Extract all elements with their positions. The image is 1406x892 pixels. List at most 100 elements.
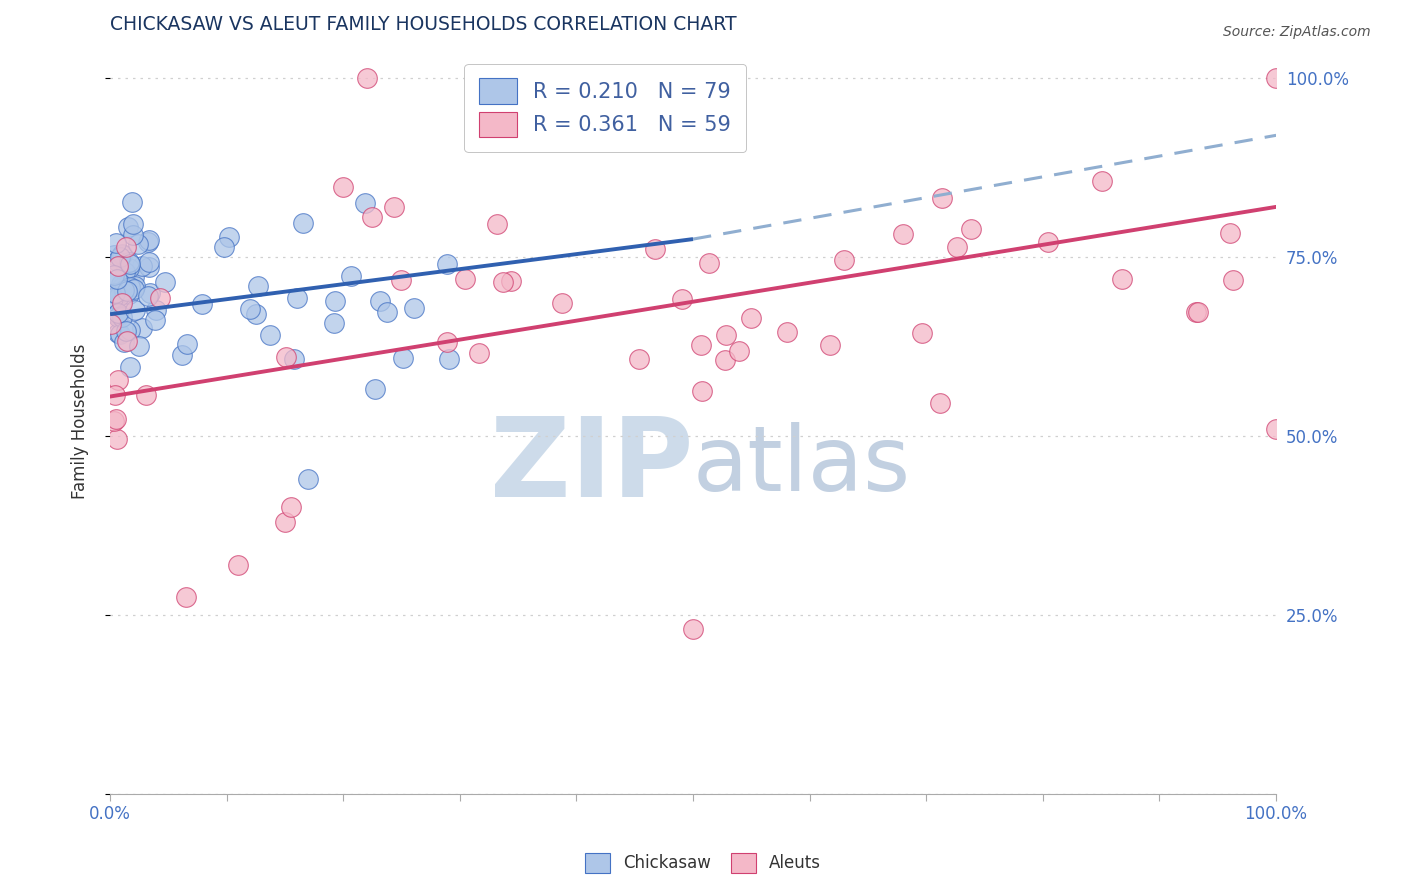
Point bbox=[115, 240, 138, 254]
Point bbox=[115, 334, 138, 349]
Point bbox=[111, 247, 134, 261]
Point bbox=[499, 274, 522, 288]
Point bbox=[149, 291, 172, 305]
Point bbox=[131, 259, 153, 273]
Point bbox=[124, 302, 146, 317]
Point bbox=[1265, 71, 1288, 86]
Point bbox=[436, 257, 458, 271]
Point bbox=[259, 327, 281, 342]
Point bbox=[143, 313, 166, 327]
Point bbox=[115, 285, 138, 299]
Point bbox=[728, 344, 751, 359]
Point bbox=[332, 180, 354, 194]
Point bbox=[391, 351, 413, 366]
Point bbox=[530, 71, 553, 86]
Legend: R = 0.210   N = 79, R = 0.361   N = 59: R = 0.210 N = 79, R = 0.361 N = 59 bbox=[464, 63, 745, 152]
Point bbox=[297, 472, 319, 486]
Point bbox=[247, 279, 270, 293]
Point bbox=[108, 327, 131, 342]
Point bbox=[121, 217, 143, 231]
Point bbox=[100, 317, 122, 331]
Point bbox=[105, 412, 128, 426]
Point bbox=[931, 191, 953, 205]
Point bbox=[453, 272, 475, 286]
Point bbox=[118, 287, 141, 301]
Point bbox=[103, 248, 125, 262]
Point bbox=[291, 216, 314, 230]
Point bbox=[671, 293, 693, 307]
Point bbox=[118, 255, 141, 269]
Point bbox=[128, 339, 150, 353]
Point bbox=[174, 590, 197, 604]
Point bbox=[212, 240, 235, 254]
Point bbox=[118, 261, 141, 276]
Point bbox=[103, 268, 125, 282]
Legend: Chickasaw, Aleuts: Chickasaw, Aleuts bbox=[578, 847, 828, 880]
Point bbox=[353, 195, 375, 210]
Point bbox=[1187, 305, 1209, 319]
Point bbox=[107, 326, 129, 340]
Point bbox=[287, 291, 309, 305]
Point bbox=[121, 195, 143, 210]
Point bbox=[107, 310, 129, 324]
Text: ZIP: ZIP bbox=[489, 413, 693, 520]
Point bbox=[114, 264, 136, 278]
Point bbox=[1111, 272, 1133, 286]
Point bbox=[375, 305, 398, 319]
Point bbox=[228, 558, 250, 572]
Point bbox=[245, 307, 267, 321]
Point bbox=[117, 219, 139, 234]
Point bbox=[105, 253, 128, 268]
Point bbox=[136, 235, 159, 249]
Point bbox=[103, 414, 125, 428]
Point bbox=[1038, 235, 1060, 250]
Point bbox=[120, 359, 142, 374]
Point bbox=[101, 291, 124, 305]
Point bbox=[111, 296, 134, 310]
Point bbox=[105, 235, 128, 250]
Point bbox=[127, 236, 149, 251]
Point bbox=[111, 310, 134, 325]
Point bbox=[118, 257, 141, 271]
Point bbox=[136, 289, 159, 303]
Point bbox=[436, 335, 458, 350]
Point bbox=[910, 326, 932, 340]
Point bbox=[714, 328, 737, 343]
Text: Source: ZipAtlas.com: Source: ZipAtlas.com bbox=[1223, 25, 1371, 39]
Point bbox=[960, 222, 983, 236]
Point bbox=[122, 227, 145, 242]
Y-axis label: Family Households: Family Households bbox=[72, 344, 89, 500]
Point bbox=[115, 325, 138, 339]
Point bbox=[644, 243, 666, 257]
Point bbox=[108, 289, 131, 303]
Point bbox=[682, 622, 704, 636]
Point bbox=[138, 260, 160, 275]
Point bbox=[122, 282, 145, 296]
Point bbox=[340, 268, 363, 283]
Point bbox=[697, 256, 720, 270]
Point bbox=[114, 283, 136, 297]
Point bbox=[124, 279, 146, 293]
Point bbox=[551, 295, 574, 310]
Point bbox=[218, 230, 240, 244]
Point bbox=[1184, 305, 1206, 319]
Point bbox=[139, 285, 162, 300]
Point bbox=[107, 373, 129, 387]
Point bbox=[111, 248, 134, 262]
Point bbox=[468, 345, 491, 359]
Point bbox=[361, 210, 384, 224]
Point bbox=[818, 338, 841, 352]
Point bbox=[1091, 174, 1114, 188]
Point bbox=[740, 310, 762, 325]
Point bbox=[946, 240, 969, 254]
Point bbox=[283, 352, 305, 367]
Point bbox=[713, 352, 735, 367]
Point bbox=[138, 255, 160, 269]
Point bbox=[118, 323, 141, 337]
Point bbox=[153, 275, 176, 289]
Point bbox=[690, 338, 713, 352]
Text: CHICKASAW VS ALEUT FAMILY HOUSEHOLDS CORRELATION CHART: CHICKASAW VS ALEUT FAMILY HOUSEHOLDS COR… bbox=[110, 15, 737, 34]
Point bbox=[1265, 422, 1288, 436]
Point bbox=[111, 280, 134, 294]
Point bbox=[323, 293, 346, 308]
